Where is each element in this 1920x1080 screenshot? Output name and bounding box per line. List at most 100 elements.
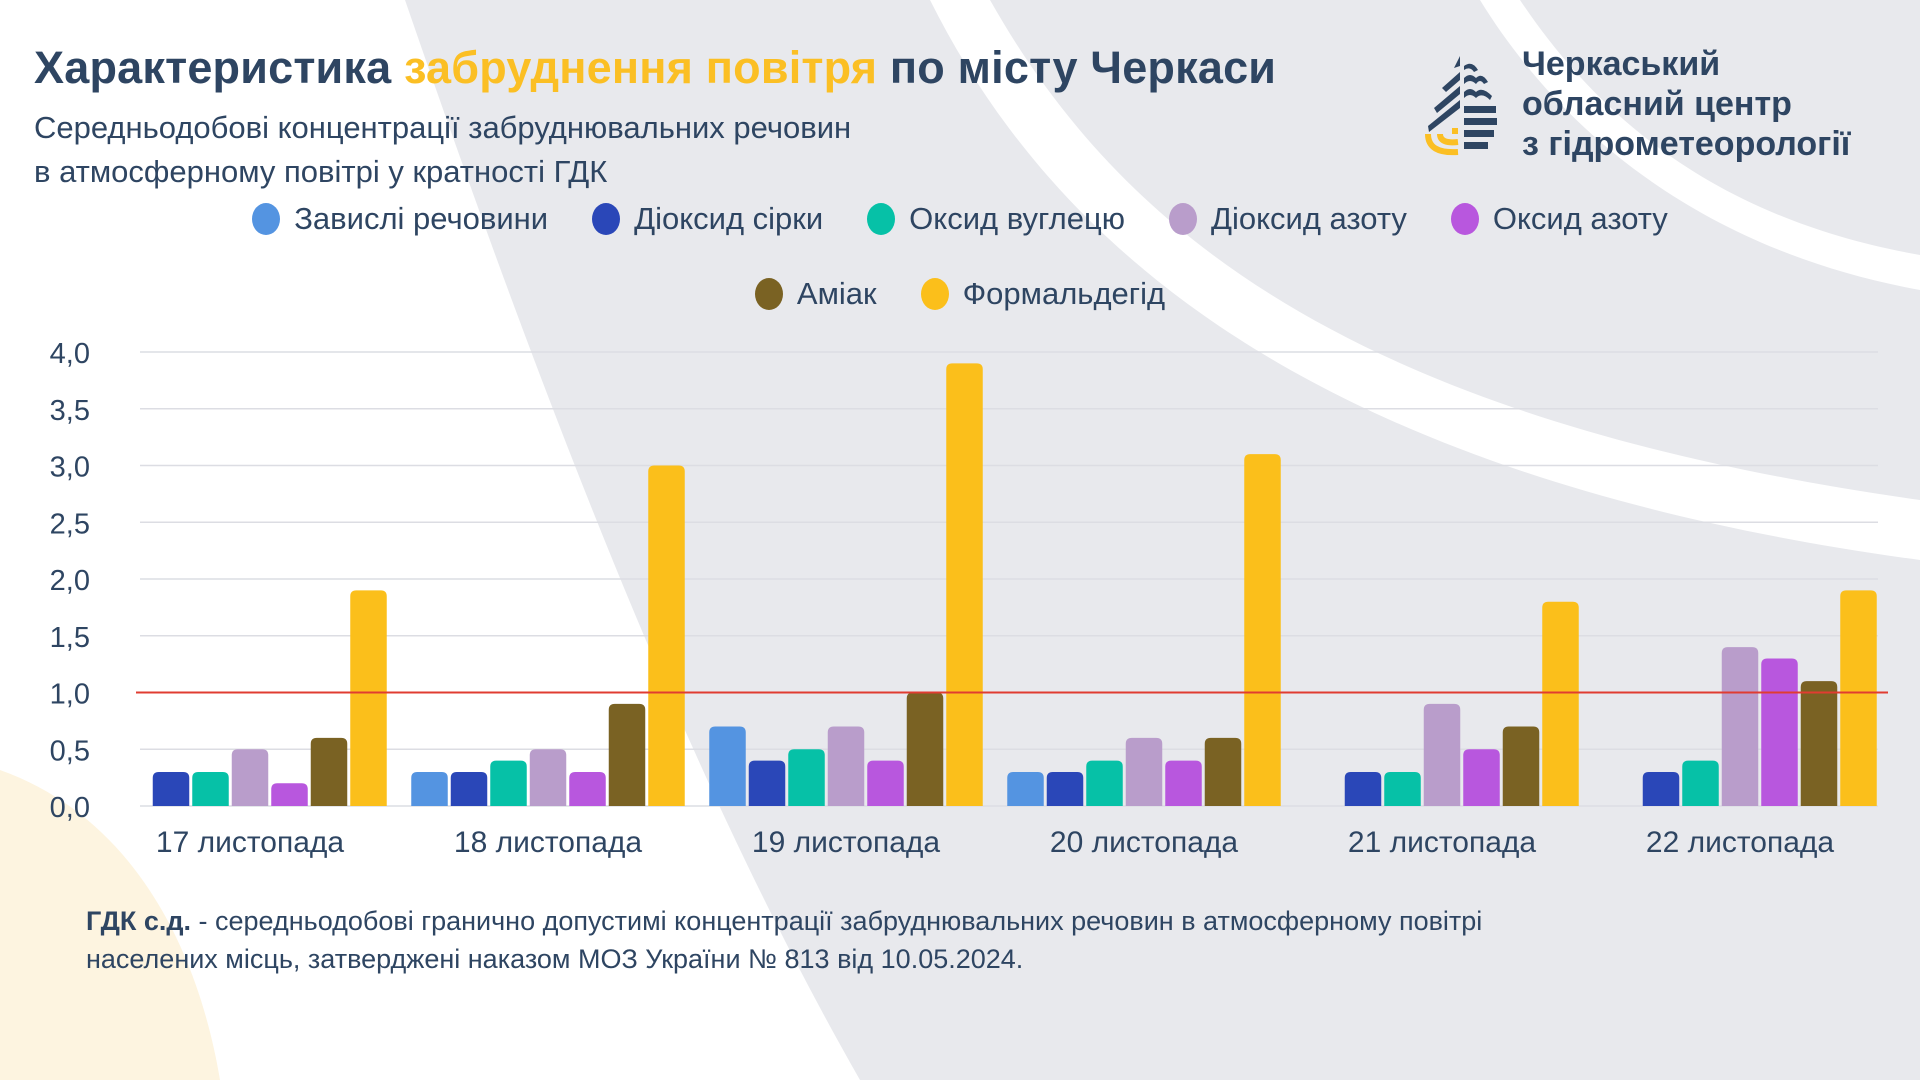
y-tick-label: 0,5: [50, 735, 90, 767]
title-part2: по місту Черкаси: [877, 42, 1277, 93]
bar: [1125, 737, 1163, 806]
bar: [1165, 760, 1202, 806]
legend-dot-icon: [1450, 203, 1479, 235]
bar: [1800, 681, 1838, 806]
legend-dot-icon: [754, 278, 783, 310]
bar: [1761, 658, 1798, 806]
legend-item: Діоксид азоту: [1168, 201, 1407, 237]
title-part1: Характеристика: [34, 42, 405, 93]
footnote-text-line2: населених місць, затверджені наказом МОЗ…: [86, 944, 1024, 974]
bar: [450, 771, 488, 806]
x-tick-label: 17 листопада: [156, 826, 344, 859]
organization-name: Черкаський обласний центр з гідрометеоро…: [1522, 44, 1850, 164]
drop-logo-icon: [1424, 52, 1500, 161]
y-tick-label: 3,5: [50, 395, 90, 427]
grid-lines: [140, 351, 1878, 807]
bar: [788, 749, 825, 806]
legend-dot-icon: [252, 203, 281, 235]
bar: [411, 771, 448, 806]
bar: [1542, 601, 1579, 806]
legend-item: Оксид азоту: [1450, 201, 1668, 237]
bar: [1642, 771, 1680, 806]
x-tick-label: 18 листопада: [454, 826, 642, 859]
bar: [648, 465, 685, 806]
legend-item: Аміак: [754, 276, 877, 312]
legend-label: Оксид вуглецю: [909, 201, 1125, 236]
bar: [1721, 647, 1759, 806]
y-tick-label: 2,5: [50, 508, 90, 540]
bar: [1204, 737, 1242, 806]
bar: [490, 760, 527, 806]
bar: [192, 771, 229, 806]
y-tick-label: 4,0: [50, 338, 90, 370]
x-axis-labels: 17 листопада 18 листопада 19 листопада 20 л…: [156, 826, 1834, 859]
legend-row-2: Аміак Формальдегід: [0, 276, 1920, 312]
legend-label: Діоксид сірки: [634, 201, 824, 236]
x-tick-label: 22 листопада: [1646, 826, 1834, 859]
bar: [529, 749, 567, 806]
bar: [1046, 771, 1084, 806]
bar: [867, 760, 904, 806]
legend-label: Діоксид азоту: [1210, 201, 1407, 236]
bar: [1007, 771, 1044, 806]
bar: [271, 783, 308, 806]
legend-dot-icon: [920, 278, 949, 310]
bar: [231, 749, 269, 806]
bar: [608, 703, 646, 806]
org-name-line3: з гідрометеорології: [1522, 125, 1851, 163]
legend-item: Завислі речовини: [252, 201, 548, 237]
legend-item: Оксид вуглецю: [867, 201, 1125, 237]
y-tick-label: 3,0: [50, 452, 90, 484]
bar: [1423, 703, 1461, 806]
bar: [569, 771, 606, 806]
bg-white-arc-1: [930, 0, 1920, 560]
bar: [709, 726, 746, 806]
subtitle-line2: в атмосферному повітрі у кратності ГДК: [34, 154, 608, 189]
title-accent: забруднення повітря: [404, 42, 878, 93]
y-tick-label: 1,0: [50, 679, 90, 711]
legend-item: Формальдегід: [920, 276, 1166, 312]
bar: [1463, 749, 1500, 806]
legend-item: Діоксид сірки: [592, 201, 823, 237]
bg-yellow-arc: [0, 770, 220, 1080]
bar: [1682, 760, 1719, 806]
bar: [1840, 590, 1877, 806]
bar: [310, 737, 348, 806]
org-name-line2: обласний центр: [1522, 85, 1792, 123]
legend-dot-icon: [592, 203, 621, 235]
bar: [827, 726, 865, 806]
bar: [1344, 771, 1382, 806]
legend-dot-icon: [867, 203, 896, 235]
bar: [350, 590, 387, 806]
footnote: ГДК с.д. - середньодобові гранично допус…: [86, 902, 1482, 978]
page-subtitle: Середньодобові концентрації забруднюваль…: [34, 106, 851, 194]
legend-label: Оксид азоту: [1492, 201, 1668, 236]
bar: [1384, 771, 1421, 806]
legend-label: Формальдегід: [962, 276, 1166, 311]
bar: [1244, 454, 1281, 806]
bg-white-arc-2: [1480, 0, 1920, 290]
footnote-text: - середньодобові гранично допустимі конц…: [191, 906, 1483, 936]
legend-label: Аміак: [796, 276, 877, 311]
bar: [748, 760, 786, 806]
footnote-term: ГДК с.д.: [86, 906, 192, 936]
legend-row-1: Завислі речовини Діоксид сірки Оксид вугле…: [0, 201, 1920, 237]
bar: [152, 771, 190, 806]
bar: [1086, 760, 1123, 806]
bar: [946, 363, 983, 806]
x-tick-label: 19 листопада: [752, 826, 940, 859]
y-axis-ticks: 0,0 0,5 1,0 1,5 2,0 2,5 3,0 3,5 4,0: [50, 338, 90, 824]
org-name-line1: Черкаський: [1522, 45, 1721, 83]
y-tick-label: 2,0: [50, 565, 90, 597]
bg-grey-arc-shape: [405, 0, 1920, 1080]
subtitle-line1: Середньодобові концентрації забруднюваль…: [34, 110, 852, 145]
bar: [1502, 726, 1540, 806]
x-tick-label: 20 листопада: [1050, 826, 1238, 859]
bar: [906, 692, 944, 806]
y-tick-label: 0,0: [50, 792, 90, 824]
legend-label: Завислі речовини: [294, 201, 549, 236]
bars: [152, 363, 1877, 806]
x-tick-label: 21 листопада: [1348, 826, 1536, 859]
y-tick-label: 1,5: [50, 622, 90, 654]
